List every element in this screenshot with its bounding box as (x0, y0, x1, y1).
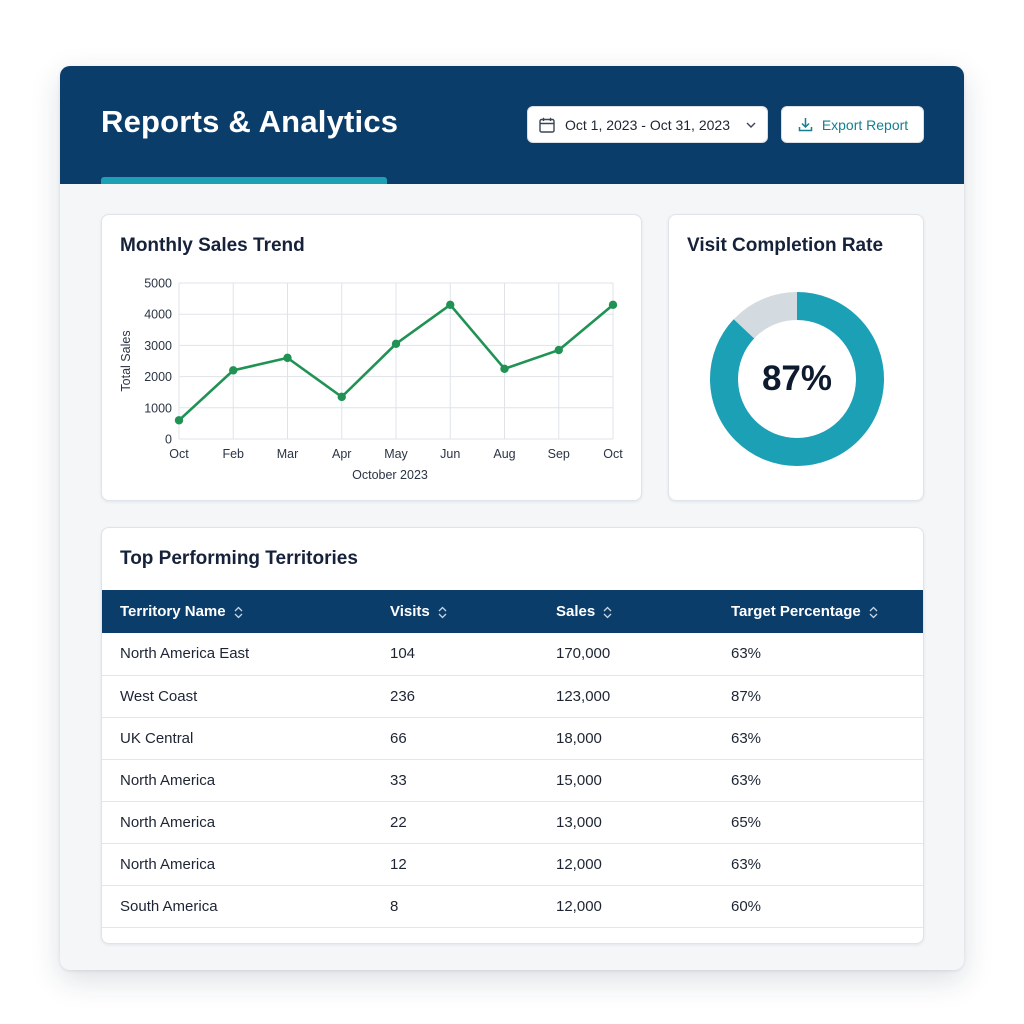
x-tick-label: Feb (222, 447, 244, 461)
column-header-label: Visits (390, 603, 430, 620)
y-tick-label: 1000 (144, 401, 172, 415)
data-point (608, 300, 618, 310)
territories-card: Top Performing Territories Territory Nam… (101, 527, 924, 944)
column-header-label: Sales (556, 603, 596, 620)
export-report-button[interactable]: Export Report (781, 106, 924, 143)
page-header: Reports & Analytics Oct 1, 2023 - Oct 31… (60, 66, 964, 184)
column-header-sales[interactable]: Sales (538, 590, 713, 633)
territory-name-cell: UK Central (120, 729, 194, 747)
visits-cell: 66 (390, 729, 407, 747)
territory-name-cell: South America (120, 897, 218, 915)
territory-name-cell: North America (120, 771, 216, 789)
territory-name-cell: North America East (120, 645, 250, 663)
sales-cell: 170,000 (556, 645, 611, 663)
chevron-down-icon (746, 122, 756, 128)
sales-cell: 13,000 (556, 813, 602, 831)
x-axis-title: October 2023 (352, 468, 428, 482)
table-row[interactable]: West Coast 236 123,000 87% (102, 675, 923, 717)
data-point (174, 416, 184, 425)
monthly-sales-title: Monthly Sales Trend (120, 235, 305, 256)
sales-cell: 123,000 (556, 687, 611, 705)
data-point (446, 300, 455, 310)
export-report-label: Export Report (821, 116, 909, 133)
target-percentage-cell: 65% (731, 813, 762, 831)
download-icon (798, 118, 813, 132)
data-point (500, 364, 509, 373)
territory-name-cell: West Coast (120, 687, 198, 705)
y-tick-label: 0 (165, 433, 172, 447)
y-tick-label: 4000 (144, 308, 172, 322)
visits-cell: 22 (390, 813, 407, 831)
active-tab-indicator (101, 177, 387, 184)
visit-completion-title: Visit Completion Rate (687, 235, 884, 256)
x-tick-label: Mar (277, 447, 299, 461)
table-row[interactable]: South America 8 12,000 60% (102, 885, 923, 927)
sales-cell: 12,000 (556, 855, 602, 873)
data-point (229, 366, 238, 375)
sort-icon[interactable] (234, 606, 243, 619)
data-point (283, 353, 292, 363)
completion-donut: 87% (709, 291, 885, 467)
target-percentage-cell: 63% (731, 771, 762, 789)
target-percentage-cell: 63% (731, 645, 762, 663)
table-row[interactable]: North America East 104 170,000 63% (102, 633, 923, 675)
x-tick-label: Aug (493, 447, 515, 461)
reports-window: Reports & Analytics Oct 1, 2023 - Oct 31… (60, 66, 964, 970)
y-tick-label: 2000 (144, 370, 172, 384)
visits-cell: 8 (390, 897, 399, 915)
visits-cell: 236 (390, 687, 416, 705)
y-axis-title: Total Sales (119, 330, 133, 391)
table-header-row: Territory Name Visits Sales Target Perce… (102, 590, 923, 633)
monthly-sales-card: Monthly Sales Trend 0 1000 2000 3000 4000 500… (101, 214, 642, 501)
territories-table: Territory Name Visits Sales Target Perce… (102, 590, 923, 928)
target-percentage-cell: 63% (731, 855, 762, 873)
sales-line-chart: 0 1000 2000 3000 4000 5000 Oct Feb Mar Apr May Jun A… (119, 277, 623, 483)
x-tick-label: May (384, 447, 408, 461)
calendar-icon (539, 117, 555, 133)
column-header-target[interactable]: Target Percentage (713, 590, 923, 633)
date-range-label: Oct 1, 2023 - Oct 31, 2023 (565, 116, 730, 133)
sort-icon[interactable] (603, 606, 612, 619)
target-percentage-cell: 87% (731, 687, 762, 705)
x-tick-label: Oct (603, 447, 623, 461)
x-tick-label: Sep (548, 447, 570, 461)
data-point (391, 339, 401, 349)
data-point (337, 392, 346, 402)
x-tick-label: Oct (169, 447, 189, 461)
data-point (554, 345, 563, 355)
sort-icon[interactable] (438, 606, 447, 619)
sales-cell: 12,000 (556, 897, 602, 915)
page-title: Reports & Analytics (101, 104, 399, 139)
territory-name-cell: North America (120, 813, 216, 831)
x-tick-label: Jun (440, 447, 460, 461)
table-row[interactable]: North America 33 15,000 63% (102, 759, 923, 801)
column-header-visits[interactable]: Visits (372, 590, 538, 633)
column-header-label: Target Percentage (731, 603, 861, 620)
y-tick-label: 3000 (144, 339, 172, 353)
sort-icon[interactable] (869, 606, 878, 619)
sales-cell: 18,000 (556, 729, 602, 747)
visit-completion-card: Visit Completion Rate 87% (668, 214, 924, 501)
date-range-picker[interactable]: Oct 1, 2023 - Oct 31, 2023 (527, 106, 768, 143)
territories-title: Top Performing Territories (120, 548, 358, 569)
target-percentage-cell: 63% (731, 729, 762, 747)
completion-rate-value: 87% (761, 359, 833, 398)
y-tick-label: 5000 (144, 277, 172, 291)
table-row[interactable]: North America 22 13,000 65% (102, 801, 923, 843)
territory-name-cell: North America (120, 855, 216, 873)
visits-cell: 33 (390, 771, 407, 789)
visits-cell: 104 (390, 645, 416, 663)
table-row[interactable]: UK Central 66 18,000 63% (102, 717, 923, 759)
table-row[interactable]: North America 12 12,000 63% (102, 843, 923, 885)
donut-progress-arc (710, 292, 884, 466)
sales-cell: 15,000 (556, 771, 602, 789)
visits-cell: 12 (390, 855, 407, 873)
column-header-label: Territory Name (120, 603, 226, 620)
column-header-territory[interactable]: Territory Name (102, 590, 372, 633)
target-percentage-cell: 60% (731, 897, 762, 915)
x-tick-label: Apr (332, 447, 351, 461)
